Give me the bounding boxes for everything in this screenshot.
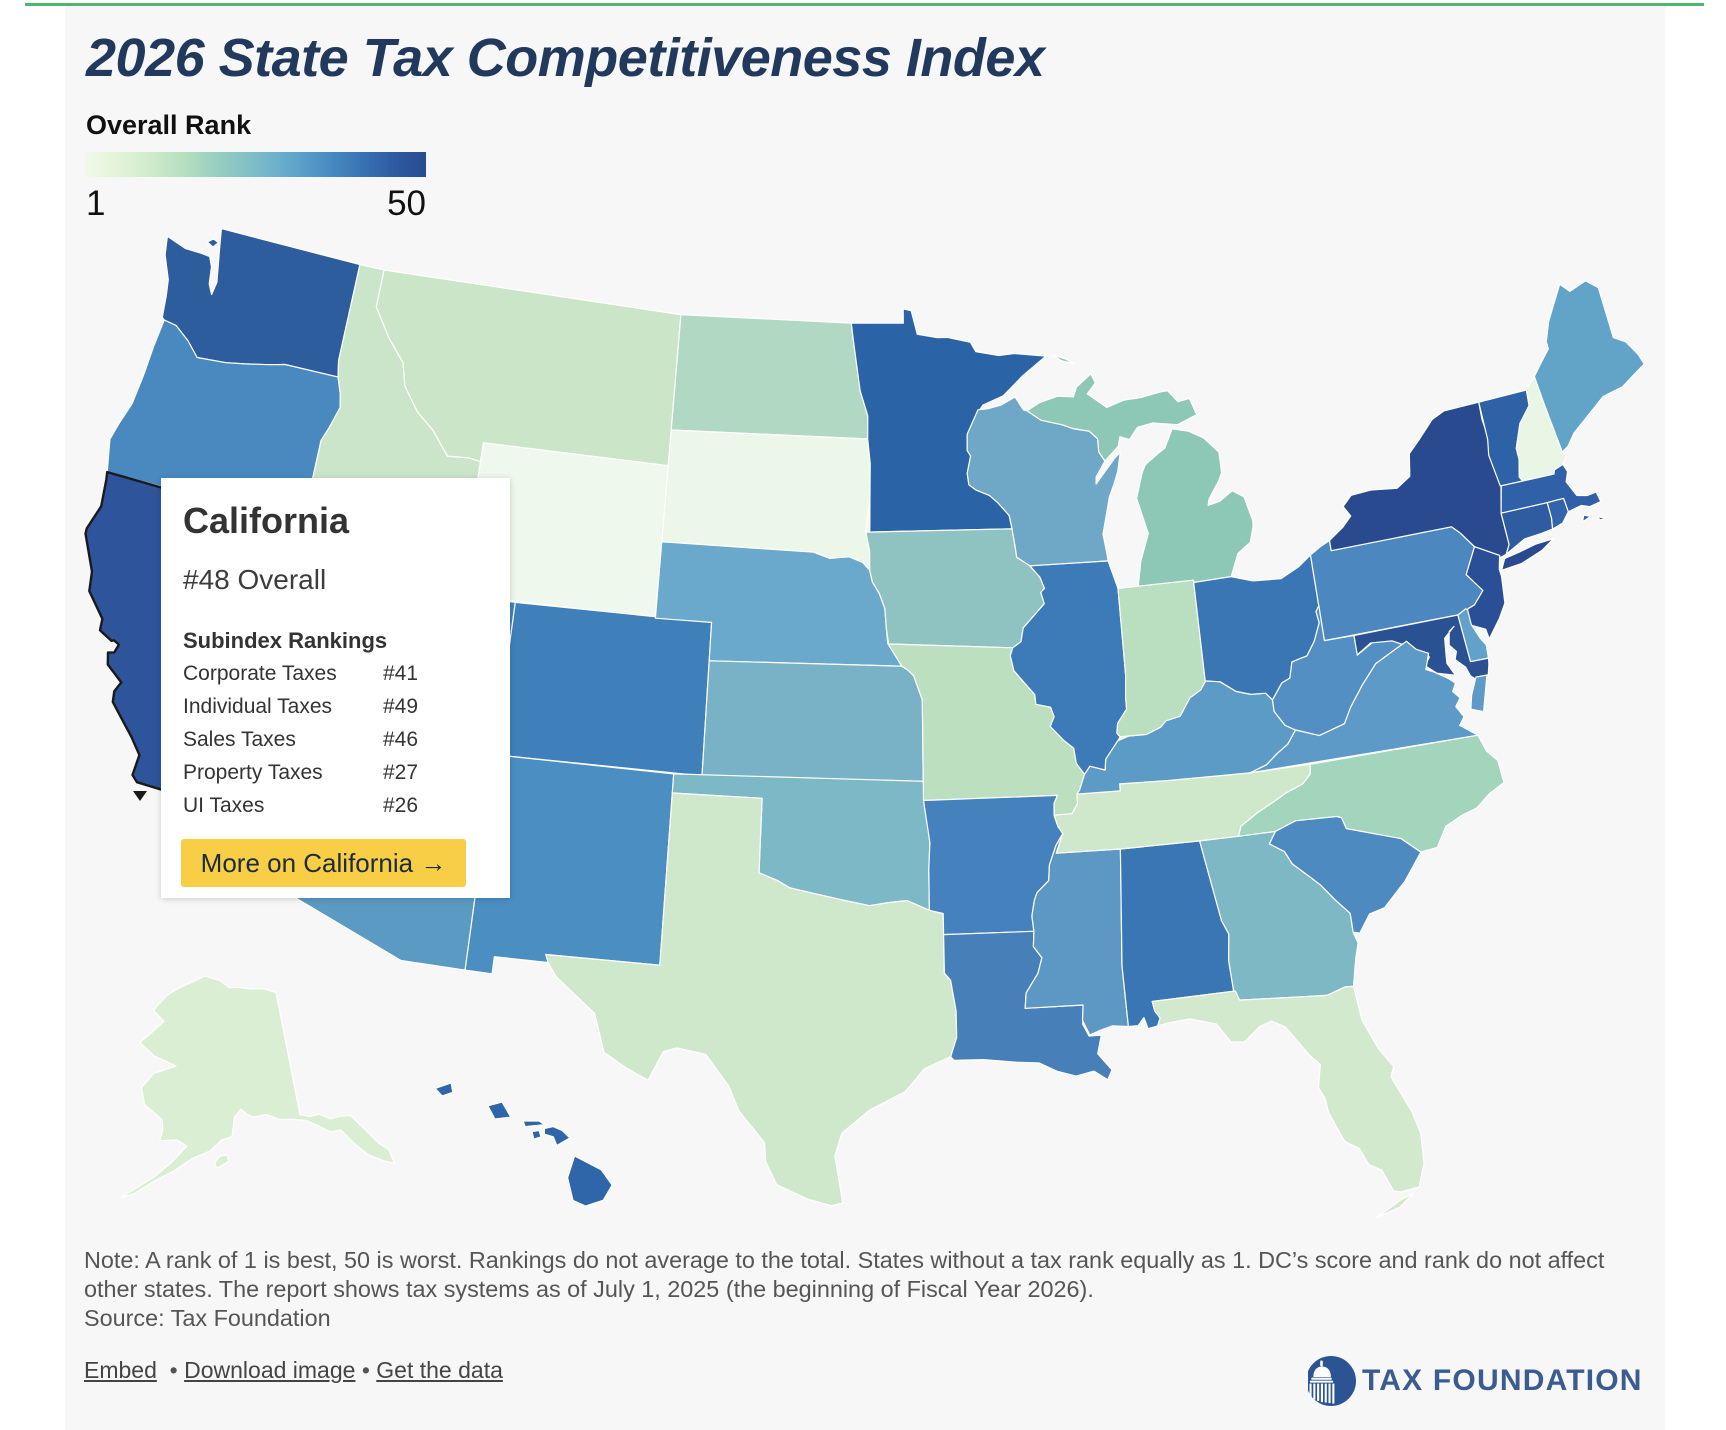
svg-text:TAX FOUNDATION: TAX FOUNDATION [1362, 1364, 1643, 1397]
